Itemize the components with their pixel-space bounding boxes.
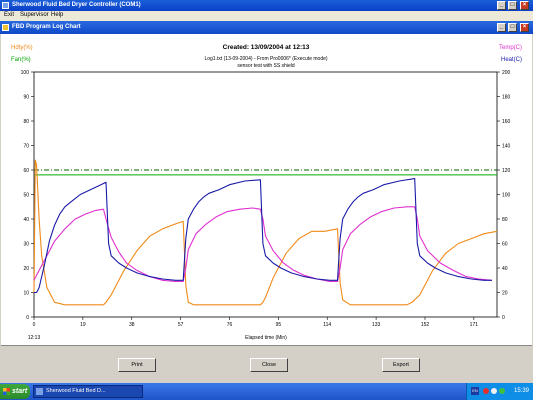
x-tick-label: 171 <box>470 322 479 328</box>
y-left-tick-label: 90 <box>23 95 29 101</box>
menu-supervisor[interactable]: Supervisor <box>20 12 49 18</box>
chart-window-icon <box>2 24 9 31</box>
legend-temp: Temp(C) <box>499 45 522 51</box>
y-right-tick-label: 80 <box>502 217 508 223</box>
clock: 15:39 <box>514 388 530 394</box>
close-button[interactable]: Close <box>250 358 288 372</box>
y-left-tick-label: 70 <box>23 144 29 150</box>
maximize-button[interactable]: □ <box>508 1 517 10</box>
system-tray: EN 15:39 <box>466 383 533 400</box>
windows-logo-icon <box>3 388 10 395</box>
y-left-tick-label: 20 <box>23 266 29 272</box>
chart-minimize-button[interactable]: _ <box>497 23 506 32</box>
x-tick-label: 0 <box>33 322 36 328</box>
y-left-tick-label: 0 <box>26 315 29 321</box>
y-left-tick-label: 10 <box>23 291 29 297</box>
x-axis-title: Elapsed time (Min) <box>245 335 287 341</box>
x-tick-label: 76 <box>227 322 233 328</box>
start-button[interactable]: start <box>0 384 30 399</box>
x-tick-label: 152 <box>421 322 430 328</box>
chart-panel: Created: 13/09/2004 at 12:13 Log1.txt (1… <box>1 34 532 346</box>
menu-bar: Exit Supervisor Help <box>0 11 533 21</box>
chart-close-button[interactable]: × <box>520 23 529 32</box>
series-line-hdty <box>33 159 498 306</box>
y-right-tick-label: 20 <box>502 291 508 297</box>
taskbar: start Sherwood Fluid Bed D... EN 15:39 <box>0 383 533 400</box>
app-title-bar: Sherwood Fluid Bed Dryer Controller (COM… <box>0 0 533 11</box>
y-left-tick-label: 80 <box>23 119 29 125</box>
x-tick-label: 95 <box>276 322 282 328</box>
network-icon[interactable] <box>491 388 497 394</box>
taskbar-item-dryer[interactable]: Sherwood Fluid Bed D... <box>33 385 143 398</box>
y-right-tick-label: 0 <box>502 315 505 321</box>
log-chart: Created: 13/09/2004 at 12:13 Log1.txt (1… <box>11 44 522 341</box>
menu-help[interactable]: Help <box>51 12 64 18</box>
x-tick-label: 114 <box>323 322 331 328</box>
y-right-tick-label: 160 <box>502 119 511 125</box>
y-right-tick-label: 120 <box>502 168 511 174</box>
chart-window-title-bar: FBD Program Log Chart _ □ × <box>0 21 533 34</box>
y-left-tick-label: 100 <box>21 70 30 76</box>
x-tick-label: 19 <box>80 322 86 328</box>
start-label: start <box>12 388 28 395</box>
app-title: Sherwood Fluid Bed Dryer Controller (COM… <box>12 2 141 8</box>
menu-exit[interactable]: Exit <box>4 12 15 18</box>
y-right-tick-label: 100 <box>502 193 511 199</box>
legend-hdty: Hdty(%) <box>11 45 33 51</box>
y-left-tick-label: 50 <box>23 193 29 199</box>
y-left-tick-label: 40 <box>23 217 29 223</box>
chart-window-title: FBD Program Log Chart <box>12 24 81 30</box>
series-line-heatc <box>34 178 492 294</box>
minimize-button[interactable]: _ <box>497 1 506 10</box>
export-button[interactable]: Export <box>382 358 420 372</box>
y-right-tick-label: 180 <box>502 95 511 101</box>
chart-maximize-button[interactable]: □ <box>508 23 517 32</box>
app-icon <box>2 2 9 9</box>
series-line-tempc <box>33 206 492 283</box>
x-tick-label: 38 <box>129 322 135 328</box>
task-app-icon <box>36 388 43 395</box>
volume-icon[interactable] <box>499 388 505 394</box>
time-start-label: 12:13 <box>28 335 41 341</box>
y-right-tick-label: 140 <box>502 144 511 150</box>
security-icon[interactable] <box>483 388 489 394</box>
x-tick-label: 57 <box>178 322 184 328</box>
chart-created: Created: 13/09/2004 at 12:13 <box>223 44 310 51</box>
taskbar-item-label: Sherwood Fluid Bed D... <box>46 388 106 394</box>
print-button[interactable]: Print <box>118 358 156 372</box>
language-indicator[interactable]: EN <box>471 387 479 395</box>
x-tick-label: 133 <box>372 322 381 328</box>
y-left-tick-label: 60 <box>23 168 29 174</box>
close-window-button[interactable]: × <box>520 1 529 10</box>
legend-fan: Fan(%) <box>11 57 31 63</box>
y-right-tick-label: 200 <box>502 70 511 76</box>
y-right-tick-label: 40 <box>502 266 508 272</box>
legend-heat: Heat(C) <box>501 57 522 63</box>
y-right-tick-label: 60 <box>502 242 508 248</box>
y-left-tick-label: 30 <box>23 242 29 248</box>
chart-note-line: sensor test with SS shield <box>237 63 294 69</box>
chart-log-line: Log1.txt (13-09-2004) - From Pro0006* (E… <box>204 56 327 62</box>
